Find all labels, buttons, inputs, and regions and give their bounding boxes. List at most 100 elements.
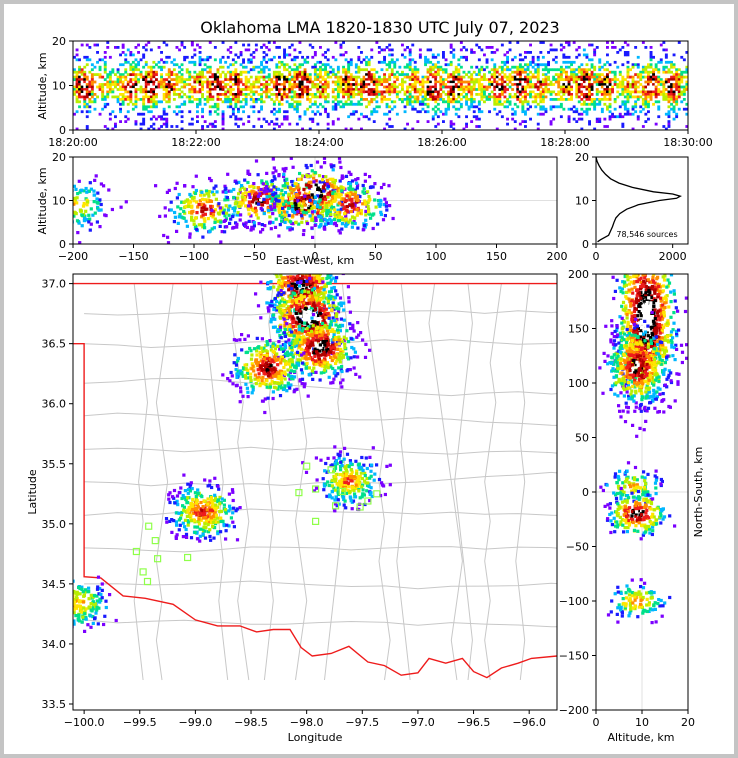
source-density-cell (580, 93, 584, 96)
source-density-cell (126, 88, 130, 91)
source-density-cell (142, 107, 146, 111)
source-density-cell (365, 80, 368, 84)
source-density-cell (580, 88, 584, 91)
source-density-cell (270, 120, 274, 123)
source-density-cell (252, 196, 256, 200)
source-density-cell (60, 186, 63, 189)
source-density-cell (644, 98, 648, 101)
source-density-cell (557, 83, 561, 86)
source-density-cell (590, 83, 594, 86)
source-density-cell (436, 107, 440, 111)
source-density-cell (144, 63, 148, 67)
source-density-cell (554, 68, 558, 72)
source-density-cell (418, 100, 422, 104)
source-density-cell (218, 206, 222, 210)
source-density-cell (636, 80, 640, 84)
source-density-cell (96, 73, 99, 76)
source-density-cell (459, 55, 463, 59)
source-density-cell (75, 78, 79, 81)
source-density-cell (324, 80, 327, 84)
source-density-cell (147, 70, 151, 74)
source-density-cell (295, 88, 299, 91)
source-density-cell (276, 288, 280, 292)
source-density-cell (83, 102, 87, 106)
source-density-cell (302, 199, 306, 203)
source-density-cell (547, 75, 550, 79)
source-density-cell (226, 70, 230, 74)
source-density-cell (572, 110, 576, 114)
source-density-cell (360, 127, 363, 130)
source-density-cell (470, 102, 474, 106)
source-density-cell (598, 83, 602, 86)
source-density-cell (595, 83, 599, 86)
source-density-cell (324, 100, 327, 104)
source-density-cell (279, 210, 283, 215)
source-density-cell (308, 198, 312, 202)
source-density-cell (301, 201, 306, 205)
source-density-cell (367, 78, 371, 81)
source-density-cell (265, 189, 269, 193)
source-density-cell (685, 88, 688, 91)
source-density-cell (124, 88, 128, 91)
source-density-cell (375, 83, 379, 86)
source-density-cell (265, 180, 269, 184)
source-density-cell (518, 93, 522, 96)
source-density-cell (255, 197, 259, 201)
source-density-cell (442, 70, 445, 74)
source-density-cell (600, 73, 604, 76)
source-density-cell (238, 218, 242, 222)
source-density-cell (606, 85, 609, 89)
source-density-cell (411, 73, 415, 76)
source-density-cell (316, 88, 320, 91)
source-density-cell (377, 93, 381, 96)
source-density-cell (477, 70, 481, 74)
source-density-cell (367, 100, 371, 104)
source-density-cell (272, 112, 276, 116)
source-density-cell (190, 88, 194, 91)
source-density-cell (311, 46, 315, 49)
source-density-cell (86, 218, 90, 222)
source-density-cell (83, 88, 87, 91)
source-density-cell (541, 95, 545, 99)
source-density-cell (301, 274, 305, 276)
source-density-cell (644, 112, 648, 116)
source-density-cell (672, 98, 676, 101)
source-density-cell (178, 88, 181, 91)
source-density-cell (390, 107, 394, 111)
source-density-cell (149, 105, 153, 109)
source-density-cell (613, 46, 617, 49)
source-density-cell (667, 125, 671, 128)
source-density-cell (213, 75, 217, 79)
source-density-cell (249, 60, 253, 64)
source-density-cell (293, 70, 297, 74)
source-density-cell (649, 80, 653, 84)
source-density-cell (208, 88, 212, 91)
source-density-cell (477, 117, 481, 121)
source-density-cell (234, 98, 238, 101)
source-density-cell (480, 95, 484, 99)
source-density-cell (330, 165, 334, 169)
source-density-cell (221, 127, 225, 130)
source-density-cell (340, 189, 344, 193)
source-density-cell (416, 120, 420, 123)
source-density-cell (290, 207, 294, 211)
x-tick-label: 18:26:00 (417, 136, 466, 149)
source-density-cell (193, 53, 197, 57)
source-density-cell (344, 219, 348, 223)
source-density-cell (219, 75, 222, 79)
source-density-cell (283, 63, 286, 67)
source-density-cell (593, 75, 597, 79)
source-density-cell (221, 41, 225, 44)
source-density-cell (326, 281, 330, 285)
source-density-cell (262, 90, 266, 94)
source-density-cell (247, 60, 251, 64)
source-density-cell (198, 73, 202, 76)
source-density-cell (457, 85, 461, 89)
source-density-cell (249, 228, 253, 232)
source-density-cell (429, 85, 433, 89)
source-density-cell (129, 53, 133, 57)
source-density-cell (452, 73, 456, 76)
source-density-cell (377, 75, 381, 79)
source-density-cell (442, 68, 445, 72)
